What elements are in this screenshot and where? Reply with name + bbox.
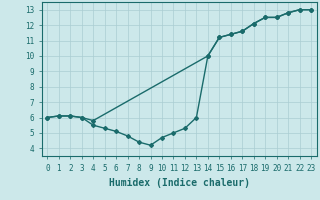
X-axis label: Humidex (Indice chaleur): Humidex (Indice chaleur) xyxy=(109,178,250,188)
